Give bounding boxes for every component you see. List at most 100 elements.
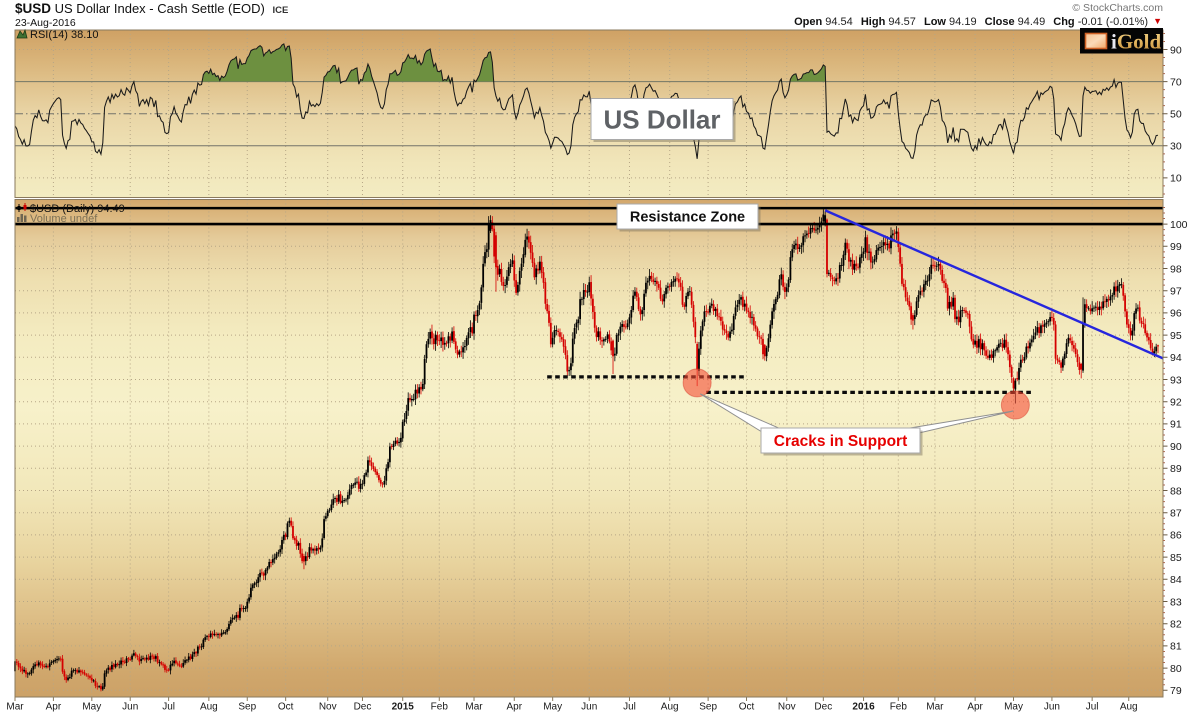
cracks-in-support-label-box: [760, 427, 921, 454]
support-break-circle-2: [1000, 390, 1030, 420]
svg-text:90: 90: [1170, 44, 1182, 56]
svg-text:94: 94: [1170, 352, 1182, 364]
svg-text:79: 79: [1170, 685, 1182, 697]
svg-text:10: 10: [1170, 173, 1182, 185]
svg-text:Jul: Jul: [1086, 702, 1099, 713]
svg-text:Sep: Sep: [238, 702, 256, 713]
rsi-axis-minor-ticks: [1163, 32, 1165, 195]
low-value: 94.19: [949, 16, 977, 28]
svg-text:93: 93: [1170, 374, 1182, 386]
svg-text:Jun: Jun: [1044, 702, 1060, 713]
svg-text:98: 98: [1170, 263, 1182, 275]
svg-text:30: 30: [1170, 141, 1182, 153]
svg-text:Jul: Jul: [162, 702, 175, 713]
rsi-axis-labels: 90 70 50 30 10: [1170, 44, 1182, 184]
svg-text:97: 97: [1170, 286, 1182, 298]
svg-text:96: 96: [1170, 308, 1182, 320]
svg-text:91: 91: [1170, 419, 1182, 431]
price-overlay-label: $USD (Daily) 94.49: [30, 203, 125, 215]
month-labels: Mar Apr May Jun Jul Aug Sep Oct Nov Dec 2015 Feb Mar…: [6, 702, 1137, 713]
svg-text:Nov: Nov: [319, 702, 337, 713]
svg-text:Sep: Sep: [699, 702, 717, 713]
svg-text:92: 92: [1170, 397, 1182, 409]
svg-text:50: 50: [1170, 109, 1182, 121]
igold-logo-text: iGold: [1111, 30, 1162, 54]
svg-text:Jun: Jun: [581, 702, 597, 713]
quote-bar: Open 94.54 High 94.57 Low 94.19 Close 94…: [794, 16, 1162, 28]
high-label: High: [860, 16, 886, 28]
svg-text:Mar: Mar: [926, 702, 944, 713]
svg-text:May: May: [1004, 702, 1023, 713]
close-value: 94.49: [1017, 16, 1046, 28]
svg-text:87: 87: [1170, 508, 1182, 520]
svg-text:Feb: Feb: [890, 702, 908, 713]
price-axis-minor-ticks: [1163, 206, 1165, 686]
us-dollar-label: US Dollar: [590, 98, 736, 142]
low-label: Low: [923, 16, 946, 28]
high-value: 94.57: [888, 16, 916, 28]
svg-text:90: 90: [1170, 441, 1182, 453]
svg-text:Apr: Apr: [506, 702, 522, 713]
rsi-axis-ticks: [1163, 49, 1168, 179]
svg-text:99: 99: [1170, 241, 1182, 253]
svg-text:83: 83: [1170, 596, 1182, 608]
volume-overlay-label: Volume undef: [30, 213, 98, 225]
open-label: Open: [794, 16, 823, 28]
svg-text:84: 84: [1170, 574, 1182, 586]
svg-text:Aug: Aug: [661, 702, 679, 713]
svg-text:80: 80: [1170, 663, 1182, 675]
svg-text:Apr: Apr: [46, 702, 62, 713]
svg-text:82: 82: [1170, 619, 1182, 631]
resistance-zone-label-box: [616, 203, 759, 230]
price-axis-labels: 79 80 81 82 83 84 85 86 87 88 89 90 91 92 93 94 95 96 97 98…: [1170, 219, 1188, 697]
down-triangle-icon: ▼: [1153, 16, 1162, 26]
symbol: $USD: [15, 1, 52, 16]
svg-text:Jun: Jun: [122, 702, 138, 713]
svg-text:Oct: Oct: [739, 702, 755, 713]
volume-bars-icon: [17, 214, 27, 222]
copyright: © StockCharts.com: [1072, 2, 1163, 14]
svg-text:May: May: [543, 702, 562, 713]
chart-title: $USD US Dollar Index - Cash Settle (EOD)…: [15, 1, 288, 16]
candlestick-icon: [17, 203, 27, 212]
svg-text:2016: 2016: [852, 702, 875, 713]
svg-text:100: 100: [1170, 219, 1188, 231]
svg-text:86: 86: [1170, 530, 1182, 542]
cracks-in-support-label: Cracks in Support: [760, 427, 923, 456]
open-value: 94.54: [825, 16, 853, 28]
month-gridlines: [14, 30, 1130, 697]
svg-text:95: 95: [1170, 330, 1182, 342]
cracks-in-support-label-text: Cracks in Support: [774, 433, 908, 450]
exchange: ICE: [272, 5, 289, 16]
svg-text:89: 89: [1170, 463, 1182, 475]
svg-text:2015: 2015: [392, 702, 415, 713]
svg-text:Mar: Mar: [465, 702, 483, 713]
svg-text:Aug: Aug: [200, 702, 218, 713]
igold-logo: iGold: [1080, 28, 1163, 54]
svg-text:88: 88: [1170, 485, 1182, 497]
chg-value: -0.01 (-0.01%): [1077, 16, 1149, 28]
rsi-icon-shape: [16, 28, 28, 39]
svg-text:Oct: Oct: [278, 702, 294, 713]
price-axis-ticks: [1163, 223, 1168, 691]
svg-text:Mar: Mar: [6, 702, 24, 713]
svg-text:70: 70: [1170, 76, 1182, 88]
resistance-zone-label-text: Resistance Zone: [630, 210, 745, 226]
close-label: Close: [984, 16, 1015, 28]
us-dollar-label-text: US Dollar: [603, 104, 720, 134]
rsi-line: [14, 43, 1159, 159]
svg-text:Aug: Aug: [1120, 702, 1138, 713]
support-break-circle-1: [682, 368, 712, 398]
svg-text:85: 85: [1170, 552, 1182, 564]
candle-bodies-down: [15, 219, 1159, 690]
chg-label: Chg: [1053, 16, 1075, 28]
svg-text:Nov: Nov: [778, 702, 796, 713]
resistance-zone-label: Resistance Zone: [616, 203, 761, 232]
svg-text:May: May: [82, 702, 101, 713]
rsi-label: RSI(14) 38.10: [30, 29, 98, 41]
chart-date: 23-Aug-2016: [15, 17, 76, 29]
title-text: US Dollar Index - Cash Settle (EOD): [54, 1, 265, 16]
trendline: [824, 209, 1164, 360]
svg-text:Dec: Dec: [354, 702, 372, 713]
